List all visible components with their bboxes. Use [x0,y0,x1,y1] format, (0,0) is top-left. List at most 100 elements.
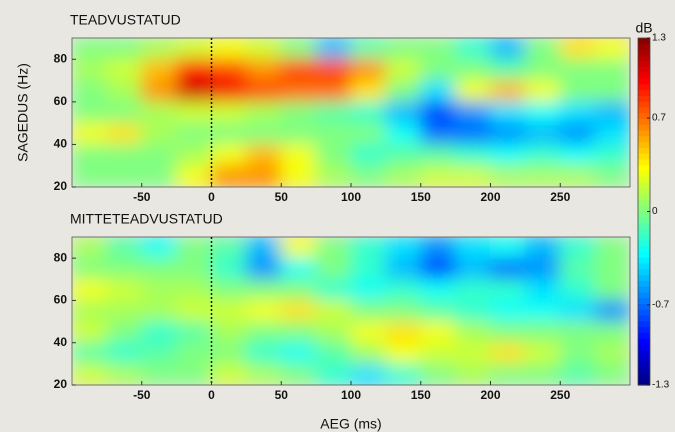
colorbar-segment [638,229,650,235]
x-tick-label: 250 [550,190,570,204]
heatmap-cell [176,342,212,364]
heatmap-cell [106,342,142,364]
colorbar-segment [638,78,650,84]
heatmap-cell [281,59,317,81]
heatmap-cell [211,363,247,385]
heatmap-cell [316,342,352,364]
heatmap-cell [316,101,352,123]
colorbar-segment [638,113,650,119]
heatmap-cell [490,321,526,343]
y-tick-label: 40 [54,137,68,151]
heatmap-cell [525,123,561,145]
heatmap-cell [455,101,491,123]
heatmap-cell [141,59,177,81]
heatmap-cell [246,80,282,102]
heatmap-cell [490,237,526,259]
heatmap-cell [141,165,177,187]
y-tick-label: 40 [54,335,68,349]
colorbar-segment [638,125,650,131]
heatmap-cell [72,321,108,343]
heatmap-cell [560,59,596,81]
heatmap-cell [560,300,596,322]
heatmap-cell [72,59,108,81]
heatmap-cell [595,363,631,385]
heatmap-cell [281,80,317,102]
heatmap-cell [351,279,387,301]
heatmap-cell [490,144,526,166]
heatmap-cell [420,59,456,81]
heatmap-cell [525,342,561,364]
heatmap-cell [316,123,352,145]
colorbar-segment [638,292,650,298]
heatmap-cell [525,165,561,187]
heatmap-cell [141,38,177,60]
heatmap-cell [246,165,282,187]
heatmap-cell [420,144,456,166]
colorbar-segment [638,345,650,351]
heatmap-cell [490,363,526,385]
heatmap-cell [385,300,421,322]
heatmap-cell [385,59,421,81]
heatmap-cell [72,165,108,187]
colorbar-segment [638,368,650,374]
heatmap-cell [490,38,526,60]
heatmap-cell [211,258,247,280]
heatmap-cell [246,59,282,81]
heatmap-cell [385,80,421,102]
panel-title: TEADVUSTATUD [70,12,181,28]
y-tick-label: 80 [54,51,68,65]
colorbar-segment [638,321,650,327]
x-tick-label: 150 [411,190,431,204]
heatmap-cell [106,38,142,60]
heatmap-cell [316,59,352,81]
heatmap-cell [211,101,247,123]
colorbar-segment [638,298,650,304]
heatmap-cell [246,101,282,123]
heatmap-cell [141,279,177,301]
heatmap-cell [246,363,282,385]
heatmap-cell [211,279,247,301]
colorbar-segment [638,136,650,142]
panel-title: MITTETEADVUSTATUD [70,211,223,227]
x-tick-label: 100 [341,388,361,402]
heatmap-cell [106,101,142,123]
heatmap-cell [141,101,177,123]
heatmap-cell [106,123,142,145]
heatmap-cell [560,80,596,102]
heatmap-cell [351,300,387,322]
colorbar-segment [638,333,650,339]
heatmap-cell [281,321,317,343]
heatmap-cell [72,279,108,301]
colorbar-segment [638,217,650,223]
y-tick-label: 20 [54,179,68,193]
heatmap-cell [281,258,317,280]
colorbar-segment [638,223,650,229]
heatmap-cell [72,144,108,166]
heatmap-cell [211,237,247,259]
colorbar-segment [638,194,650,200]
heatmap-cell [211,123,247,145]
heatmap-cell [72,123,108,145]
colorbar-segment [638,183,650,189]
heatmap-cell [211,144,247,166]
colorbar-segment [638,269,650,275]
heatmap-cell [176,321,212,343]
heatmap-cell [455,258,491,280]
y-tick-label: 80 [54,250,68,264]
heatmap-cell [420,80,456,102]
heatmap-cell [595,237,631,259]
colorbar-segment [638,107,650,113]
colorbar-segment [638,148,650,154]
heatmap-cell [525,59,561,81]
heatmap-cell [176,300,212,322]
heatmap-cell [560,101,596,123]
x-tick-label: 150 [411,388,431,402]
heatmap-cell [525,38,561,60]
heatmap-cell [525,80,561,102]
heatmap-cell [490,80,526,102]
x-tick-label: -50 [133,388,151,402]
heatmap-cell [316,279,352,301]
heatmap-cell [316,321,352,343]
heatmap-cell [72,300,108,322]
colorbar-segment [638,350,650,356]
